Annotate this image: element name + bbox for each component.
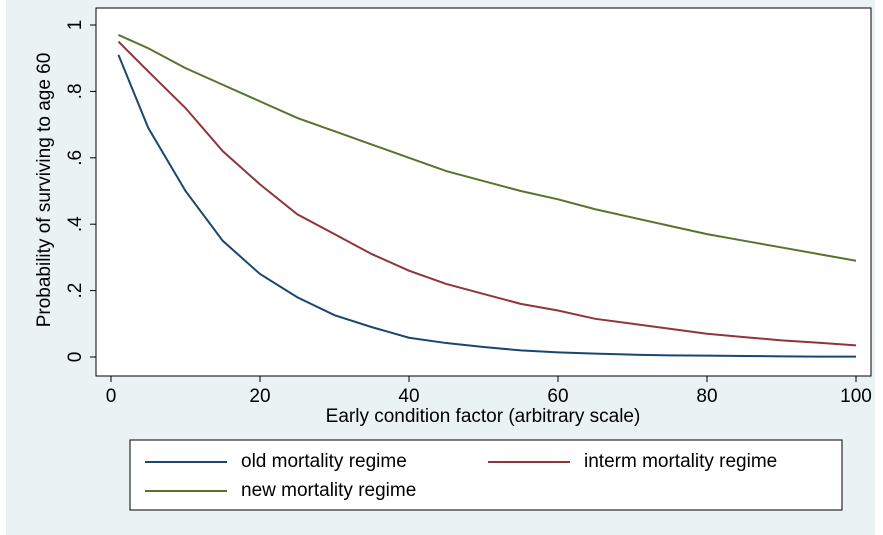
line-series xyxy=(117,40,857,347)
y-tick-label: .8 xyxy=(65,83,86,99)
line-series xyxy=(118,34,857,262)
x-tick-label: 80 xyxy=(696,386,717,407)
line-series xyxy=(117,54,856,358)
y-tick-label: .4 xyxy=(65,216,86,232)
legend-label: new mortality regime xyxy=(241,480,416,501)
y-tick-label: .6 xyxy=(65,150,86,166)
legend-label: old mortality regime xyxy=(241,451,407,472)
x-tick-label: 40 xyxy=(398,386,419,407)
x-tick-label: 0 xyxy=(106,386,117,407)
x-tick-label: 100 xyxy=(840,386,872,407)
y-axis-label: Probability of surviving to age 60 xyxy=(34,53,55,328)
y-tick-label: .2 xyxy=(65,283,86,299)
x-tick-label: 60 xyxy=(547,386,568,407)
x-tick-label: 20 xyxy=(249,386,270,407)
plot-area xyxy=(95,7,872,377)
legend xyxy=(129,439,843,511)
legend-label: interm mortality regime xyxy=(584,451,777,472)
x-axis-label: Early condition factor (arbitrary scale) xyxy=(326,406,641,427)
y-tick-label: 1 xyxy=(65,20,86,31)
y-tick-label: 0 xyxy=(65,352,86,363)
